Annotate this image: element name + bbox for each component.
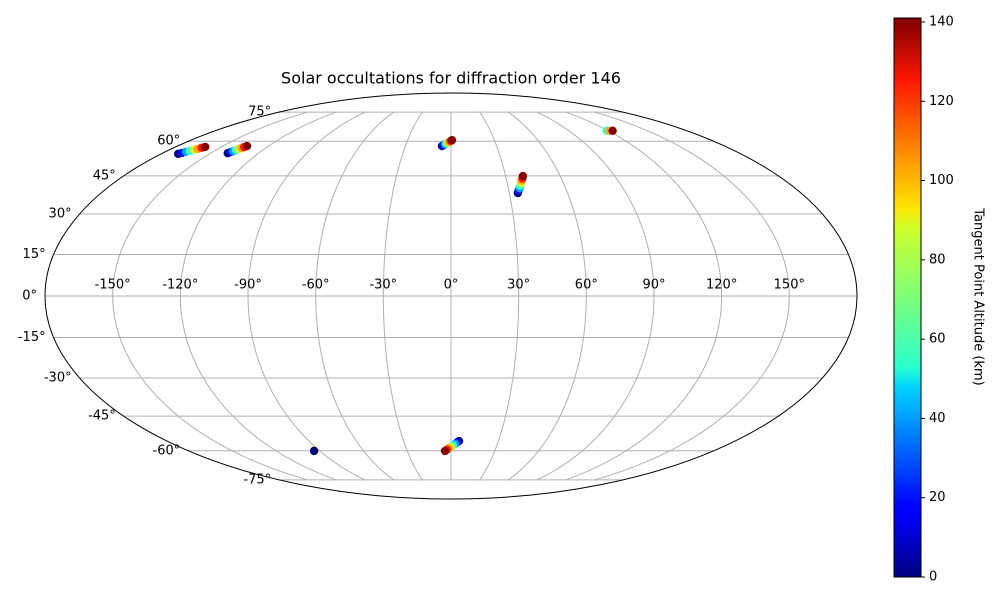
grid xyxy=(45,111,857,481)
point xyxy=(309,446,319,456)
y-tick-label: -60° xyxy=(153,443,181,458)
point xyxy=(200,142,210,152)
colorbar-tick-label: 40 xyxy=(929,411,946,426)
colorbar xyxy=(893,17,922,578)
colorbar-axis: 0 20 40 60 80 100 120 140 xyxy=(921,14,954,585)
map-boundary xyxy=(44,92,858,500)
y-tick-label: 75° xyxy=(248,105,271,120)
grid-line xyxy=(382,111,423,481)
x-tick-label: -120° xyxy=(162,278,198,293)
y-tick-label: 0° xyxy=(22,289,37,304)
colorbar-tick-label: 0 xyxy=(929,570,937,585)
colorbar-tick-label: 20 xyxy=(929,490,946,505)
point xyxy=(440,446,450,456)
x-tick-label: -150° xyxy=(95,278,131,293)
point xyxy=(518,171,528,181)
grid-line xyxy=(315,111,395,481)
x-tick-label: 120° xyxy=(706,278,737,293)
x-tick-label: -90° xyxy=(234,278,262,293)
grid-line xyxy=(507,111,587,481)
tick-labels: -150° -120° -90° -60° -30° 0° 30° 60° 90° 120° 150… xyxy=(18,105,805,488)
colorbar-tick-label: 120 xyxy=(929,94,954,109)
point xyxy=(447,135,457,145)
grid-line xyxy=(179,111,337,481)
colorbar-tick-label: 60 xyxy=(929,332,946,347)
y-tick-label: 30° xyxy=(49,206,72,221)
y-tick-label: 45° xyxy=(93,168,116,183)
x-tick-label: 60° xyxy=(575,278,598,293)
grid-line xyxy=(247,111,366,481)
y-tick-label: -45° xyxy=(88,409,116,424)
grid-line xyxy=(536,111,655,481)
grid-line xyxy=(565,111,723,481)
y-tick-label: 15° xyxy=(23,247,46,262)
y-tick-label: -75° xyxy=(243,472,271,487)
x-tick-label: -60° xyxy=(302,278,330,293)
y-tick-label: -30° xyxy=(44,371,72,386)
points xyxy=(174,126,617,456)
y-tick-label: -15° xyxy=(18,330,46,345)
colorbar-tick-label: 80 xyxy=(929,252,946,267)
y-tick-label: 60° xyxy=(157,134,180,149)
point xyxy=(242,141,252,151)
grid-line xyxy=(112,111,308,481)
colorbar-label: Tangent Point Altitude (km) xyxy=(971,207,986,385)
x-tick-label: 150° xyxy=(774,278,805,293)
colorbar-tick-label: 100 xyxy=(929,173,954,188)
grid-line xyxy=(594,111,790,481)
x-tick-label: -30° xyxy=(369,278,397,293)
point xyxy=(608,126,617,135)
grid-line xyxy=(479,111,520,481)
x-tick-label: 0° xyxy=(444,278,459,293)
colorbar-tick-label: 140 xyxy=(929,14,954,29)
chart-title: Solar occultations for diffraction order… xyxy=(281,69,621,88)
x-tick-label: 30° xyxy=(507,278,530,293)
x-tick-label: 90° xyxy=(642,278,665,293)
